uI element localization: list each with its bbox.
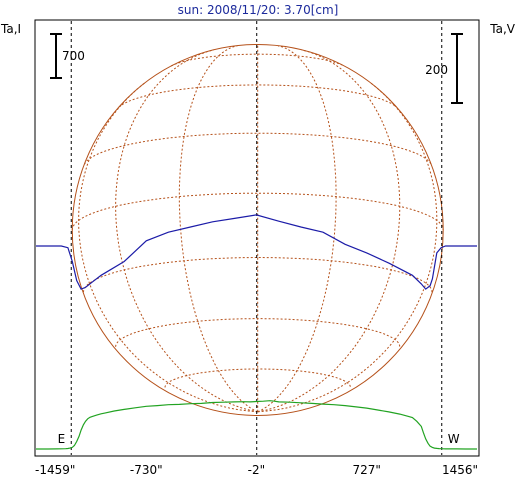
intensity-scale-bar	[50, 33, 62, 79]
latitude-line	[71, 192, 444, 231]
latitude-line	[170, 53, 345, 67]
x-tick-label: 727"	[352, 463, 380, 477]
x-tick-labels: -1459" -730" -2" 727" 1456"	[35, 463, 478, 477]
solar-limb-circle	[71, 44, 444, 416]
x-tick-label: -1459"	[35, 463, 75, 477]
x-tick-label: -2"	[248, 463, 265, 477]
x-tick-label: 1456"	[442, 463, 478, 477]
longitude-line	[178, 45, 258, 413]
solar-disk-grid	[71, 44, 444, 416]
limb-marker-e: E	[58, 432, 66, 446]
polarization-scale-bar	[451, 33, 463, 104]
longitude-line	[257, 82, 438, 413]
intensity-scale-label: 700	[62, 49, 85, 63]
x-tick-label: -730"	[130, 463, 163, 477]
latitude-line	[118, 84, 398, 108]
series-lines	[36, 214, 477, 450]
left-axis-label: Ta,I	[0, 22, 21, 36]
plot-frame	[34, 19, 480, 457]
longitude-line	[257, 45, 337, 413]
latitude-line	[164, 368, 351, 388]
intensity-curve	[36, 400, 477, 450]
limb-marker-w: W	[448, 432, 460, 446]
longitude-line	[78, 82, 258, 413]
polarization-scale-label: 200	[425, 63, 448, 77]
chart-title: sun: 2008/11/20: 3.70[cm]	[178, 3, 339, 17]
longitude-line	[115, 49, 258, 413]
polarization-curve	[36, 214, 477, 290]
latitude-line	[83, 132, 432, 165]
longitude-line	[257, 49, 401, 413]
reference-lines	[70, 21, 443, 455]
right-axis-label: Ta,V	[489, 22, 516, 36]
